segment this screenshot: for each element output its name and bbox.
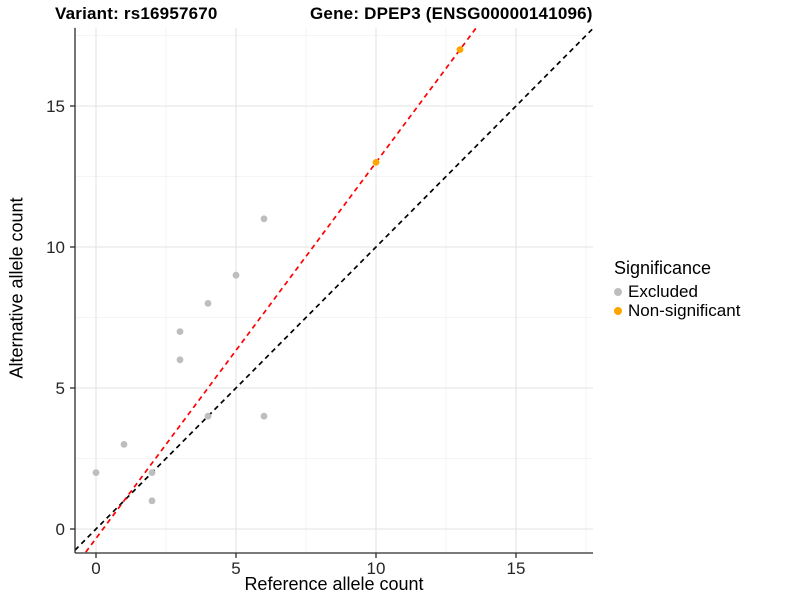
x-tick-label: 15	[507, 559, 526, 578]
x-tick-label: 0	[91, 559, 100, 578]
legend-item-non-significant: Non-significant	[614, 301, 740, 320]
data-point-excluded	[204, 412, 212, 420]
non-significant-point-icon	[614, 306, 622, 315]
data-point-excluded	[176, 356, 184, 364]
gene-title: Gene: DPEP3 (ENSG00000141096)	[310, 4, 593, 23]
legend-label-excluded: Excluded	[628, 281, 698, 301]
y-tick-label: 10	[46, 238, 65, 257]
x-tick-label: 10	[367, 559, 386, 578]
data-point-excluded	[204, 300, 212, 307]
data-point-excluded	[120, 441, 128, 448]
x-tick-label: 5	[231, 559, 240, 578]
excluded-point-icon	[614, 287, 622, 296]
data-point-excluded	[148, 497, 156, 505]
x-axis-title: Reference allele count	[244, 574, 424, 594]
fit-line	[84, 27, 478, 553]
y-tick-label: 0	[56, 520, 65, 539]
variant-title: Variant: rs16957670	[55, 4, 218, 23]
data-point-excluded	[176, 328, 184, 335]
legend-title: Significance	[614, 258, 712, 278]
legend-item-excluded: Excluded	[614, 282, 740, 301]
data-point-non-significant	[372, 159, 380, 166]
data-point-excluded	[92, 469, 100, 476]
data-point-excluded	[260, 215, 268, 223]
legend: Significance Excluded Non-significant	[614, 258, 740, 320]
data-point-excluded	[148, 469, 156, 476]
y-tick-label: 15	[46, 97, 65, 116]
y-axis-title: Alternative allele count	[6, 197, 27, 379]
data-point-excluded	[232, 271, 240, 279]
data-point-excluded	[260, 412, 268, 420]
legend-label-non-significant: Non-significant	[628, 300, 741, 320]
y-tick-label: 5	[56, 379, 65, 398]
data-point-non-significant	[456, 46, 464, 53]
identity-line	[75, 27, 593, 551]
